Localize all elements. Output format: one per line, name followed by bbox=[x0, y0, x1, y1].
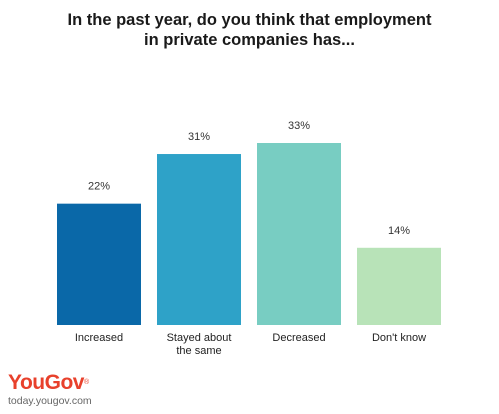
data-label-3: 33% bbox=[288, 120, 310, 132]
category-label-1-line-1: Increased bbox=[75, 332, 123, 344]
chart-title-line-2: in private companies has... bbox=[144, 31, 355, 49]
category-label-2-line-2: the same bbox=[176, 345, 221, 357]
data-label-2: 31% bbox=[188, 131, 210, 143]
chart-title-line-1: In the past year, do you think that empl… bbox=[67, 11, 432, 29]
yougov-logo[interactable]: YouGov® bbox=[8, 372, 92, 394]
brand-footer: YouGov® today.yougov.com bbox=[8, 372, 92, 408]
bar-3 bbox=[257, 143, 341, 325]
data-label-1: 22% bbox=[88, 181, 110, 193]
category-label-3-line-1: Decreased bbox=[272, 332, 325, 344]
chart-title: In the past year, do you think that empl… bbox=[0, 10, 499, 50]
bar-1 bbox=[57, 203, 141, 325]
yougov-logo-text: YouGov bbox=[8, 371, 84, 394]
data-label-4: 14% bbox=[388, 225, 410, 237]
bar-2 bbox=[157, 154, 241, 325]
source-url[interactable]: today.yougov.com bbox=[8, 395, 92, 407]
category-label-2-line-1: Stayed about bbox=[167, 332, 232, 344]
bar-4 bbox=[357, 247, 441, 325]
category-label-4-line-1: Don't know bbox=[372, 332, 426, 344]
trademark-icon: ® bbox=[83, 379, 89, 386]
